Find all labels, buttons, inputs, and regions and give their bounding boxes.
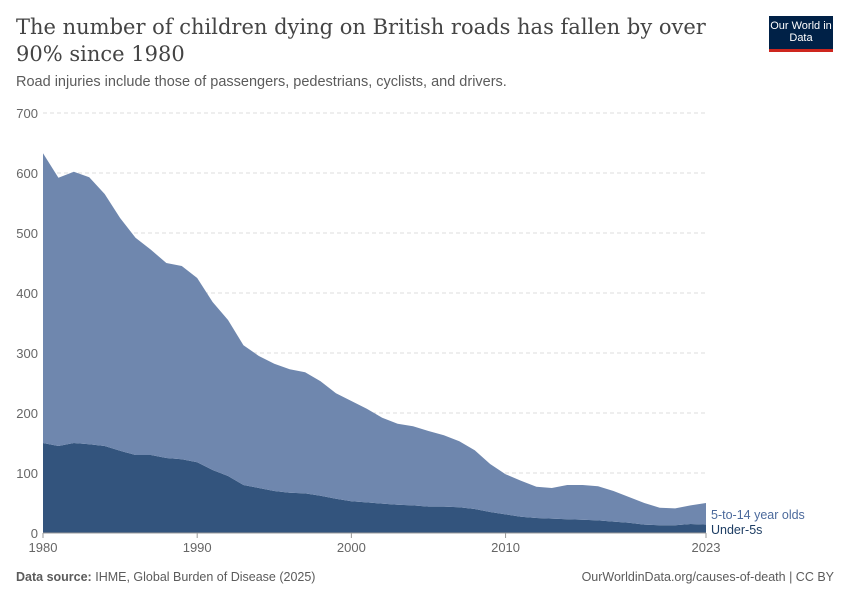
owid-logo[interactable]: Our World in Data: [769, 16, 833, 52]
x-tick-label: 2010: [491, 540, 520, 555]
source-text[interactable]: IHME, Global Burden of Disease (2025): [95, 570, 316, 584]
footer-link[interactable]: OurWorldinData.org/causes-of-death | CC …: [581, 570, 834, 584]
y-tick-label: 600: [16, 166, 38, 181]
y-tick-label: 400: [16, 286, 38, 301]
chart-title: The number of children dying on British …: [16, 15, 706, 66]
y-tick-label: 0: [31, 526, 38, 541]
y-tick-label: 200: [16, 406, 38, 421]
area-5-to-14-year-olds: [43, 153, 706, 526]
source-label: Data source:: [16, 570, 92, 584]
x-tick-label: 2023: [692, 540, 721, 555]
y-tick-label: 700: [16, 106, 38, 121]
y-tick-label: 500: [16, 226, 38, 241]
legend-label-5-to-14: 5-to-14 year olds: [711, 508, 805, 522]
chart-subtitle: Road injuries include those of passenger…: [16, 74, 507, 90]
y-tick-label: 300: [16, 346, 38, 361]
x-tick-label: 2000: [337, 540, 366, 555]
legend-label-under-5s: Under-5s: [711, 523, 762, 537]
x-tick-label: 1980: [29, 540, 58, 555]
data-source: Data source: IHME, Global Burden of Dise…: [16, 570, 315, 584]
y-tick-label: 100: [16, 466, 38, 481]
x-tick-label: 1990: [183, 540, 212, 555]
area-under-5s: [43, 443, 706, 533]
